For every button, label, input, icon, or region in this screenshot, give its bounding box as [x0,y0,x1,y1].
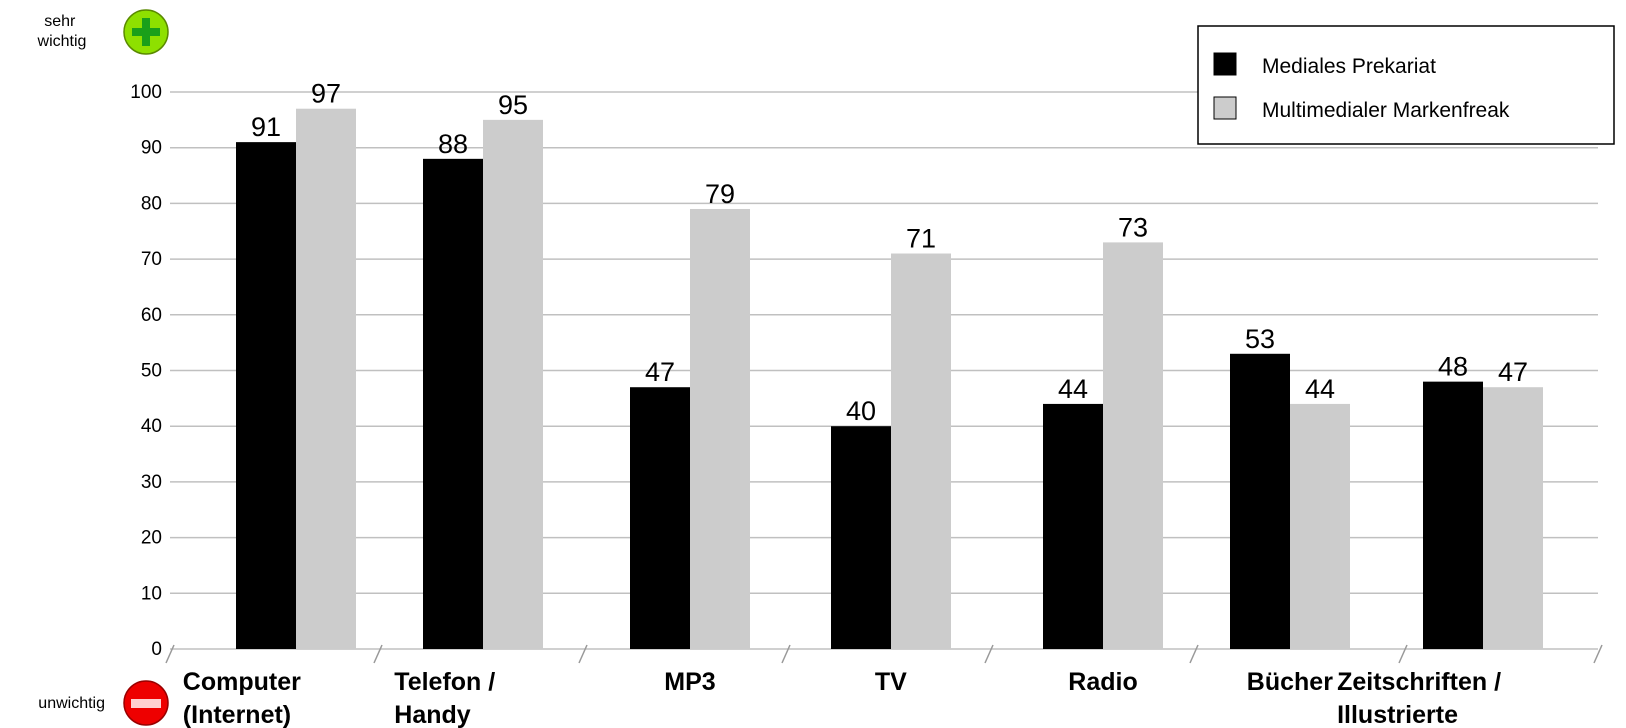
y-axis: 0 10 20 30 40 50 60 70 80 90 100 [130,82,162,660]
x-tick-label: Bücher [1247,668,1333,696]
data-label: 44 [1058,374,1088,404]
annotation-top: sehr wichtig [37,13,87,50]
y-tick-label: 100 [130,82,162,103]
data-label: 88 [438,129,468,159]
x-axis-categories: Computer (Internet) Telefon / Handy MP3 TV Rad… [183,668,1501,728]
x-tick-label-line: MP3 [664,668,715,696]
x-tick [781,644,791,664]
bar [483,119,543,650]
x-tick [373,644,383,664]
x-tick-label: Zeitschriften / Illustrierte [1337,668,1501,728]
annotation-top-line: wichtig [37,33,87,50]
y-tick-label: 0 [151,639,162,660]
x-tick-label-line: Radio [1068,668,1137,696]
data-label: 53 [1245,324,1275,354]
bar [1290,403,1350,649]
legend: Mediales Prekariat Multimedialer Markenf… [1197,25,1615,145]
data-label: 47 [645,357,675,387]
bar [236,142,296,649]
x-tick [984,644,994,664]
y-tick-label: 10 [141,583,162,604]
x-tick-label-line: Handy [394,701,471,728]
bar [1230,353,1290,649]
legend-label: Multimedialer Markenfreak [1262,99,1510,122]
bar [690,208,750,649]
bar [1483,387,1543,649]
bar [1423,381,1483,649]
y-tick-label: 20 [141,528,162,549]
bar [296,108,356,649]
data-label: 47 [1498,357,1528,387]
x-tick [1398,644,1408,664]
y-tick-label: 80 [141,193,162,214]
data-label: 79 [705,179,735,209]
data-label: 71 [906,224,936,254]
x-tick-label: MP3 [664,668,715,696]
bar [831,426,891,649]
bar [630,387,690,649]
x-tick [578,644,588,664]
x-tick [165,644,175,664]
x-tick-label-line: Computer [183,668,301,696]
data-label: 95 [498,90,528,120]
annotation-top-line: sehr [44,13,76,30]
data-label: 40 [846,396,876,426]
minus-icon [123,680,169,726]
annotation-bottom: unwichtig [38,695,105,712]
x-tick-label: Computer (Internet) [183,668,301,728]
x-tick-label-line: (Internet) [183,701,291,728]
x-tick-label-line: Telefon / [394,668,495,696]
y-tick-label: 90 [141,138,162,159]
bar [1043,403,1103,649]
x-tick-label: Radio [1068,668,1137,696]
y-tick-label: 30 [141,472,162,493]
x-tick-label-line: Illustrierte [1337,701,1458,728]
plus-icon [123,9,169,55]
legend-swatch [1213,96,1237,120]
data-label: 48 [1438,352,1468,382]
bar [423,158,483,649]
bar [891,253,951,649]
legend-swatch [1213,52,1237,76]
x-tick-label-line: TV [875,668,907,696]
x-tick [1593,644,1603,664]
data-label: 97 [311,79,341,109]
data-label: 73 [1118,212,1148,242]
x-tick-label-line: Bücher [1247,668,1333,696]
bar [1103,242,1163,649]
x-tick [1189,644,1199,664]
legend-box [1197,25,1615,145]
data-label: 44 [1305,374,1335,404]
y-tick-label: 50 [141,361,162,382]
x-tick-label: TV [875,668,907,696]
x-tick-label: Telefon / Handy [394,668,495,728]
y-tick-label: 40 [141,416,162,437]
data-label: 91 [251,112,281,142]
y-tick-label: 70 [141,249,162,270]
legend-label: Mediales Prekariat [1262,55,1436,78]
y-tick-label: 60 [141,305,162,326]
bars [236,108,1543,650]
data-labels: 91 97 88 95 47 79 40 71 44 73 53 44 48 47 [251,79,1528,426]
x-tick-label-line: Zeitschriften / [1337,668,1501,696]
